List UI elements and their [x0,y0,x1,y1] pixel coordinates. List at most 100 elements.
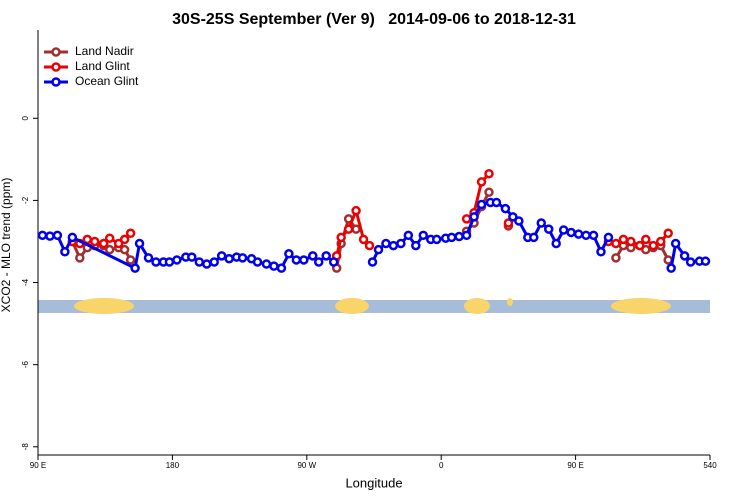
legend-marker [51,47,61,57]
point [89,236,100,247]
land-patch [335,298,369,314]
land-patch [611,298,671,314]
point [201,259,212,269]
x-axis-label: Longitude [345,475,402,490]
point [611,238,621,249]
point [670,238,681,249]
point [328,257,339,267]
point [461,214,472,224]
point [679,251,690,261]
point [104,233,115,243]
point [367,257,378,267]
y-tick-label: -8 [21,443,30,451]
point [381,238,391,249]
point [125,228,136,239]
point [134,238,145,249]
x-tick-label: 90 W [297,461,316,470]
point [164,257,175,267]
point [635,240,645,251]
point [269,261,279,271]
point [581,230,591,241]
point [130,263,140,273]
point [351,205,361,216]
point [276,263,287,273]
point [187,252,197,262]
legend-label: Land Nadir [75,44,134,58]
point [45,231,55,241]
point [484,187,494,197]
y-tick-label: -6 [21,361,30,369]
ocean-strip [38,300,710,313]
point [431,234,442,245]
chart-title: 30S-25S September (Ver 9) 2014-09-06 to … [172,11,576,28]
point [529,232,539,243]
point [543,224,554,234]
point [216,251,227,261]
x-tick-label: 0 [439,461,444,470]
y-tick-label: -4 [21,278,30,286]
point [261,259,272,269]
legend-label: Ocean Glint [75,74,139,88]
point [291,255,302,265]
point [663,255,673,265]
point [299,255,309,265]
point [491,197,502,208]
point [454,231,464,242]
point [573,229,584,239]
point [373,244,384,255]
point [403,230,414,241]
point [418,230,429,241]
point [104,244,115,255]
point [626,236,636,247]
point [237,253,248,263]
point [284,249,294,259]
point [666,263,676,273]
point [388,240,399,251]
point [358,234,369,245]
legend-marker [51,62,61,72]
point [603,232,614,243]
point [60,246,70,257]
x-tick-label: 540 [703,461,717,470]
land-patch [464,298,490,314]
point [151,257,161,267]
point [611,253,621,263]
series [37,197,711,273]
point [98,238,109,249]
point [364,240,375,251]
point [618,234,629,245]
point [313,257,324,267]
point [343,224,354,234]
point [685,257,696,267]
point [172,255,182,265]
point [648,240,659,251]
point [536,218,547,228]
point [224,253,234,264]
point [411,240,421,251]
point [308,251,318,261]
x-tick-label: 90 E [567,461,583,470]
point [508,212,518,222]
point [503,218,514,228]
point [351,224,361,234]
point [143,253,154,263]
point [113,238,124,249]
point [461,230,472,241]
point [209,257,219,267]
land-patch [74,298,134,314]
point [469,212,479,222]
point [588,230,599,241]
point [194,257,205,267]
point [252,257,263,267]
point [566,227,576,238]
y-axis-label: XCO2 - MLO trend (ppm) [0,178,13,313]
point [655,236,666,247]
point [67,232,78,243]
point [476,177,487,187]
point [52,230,63,241]
x-tick-label: 90 E [30,461,46,470]
point [119,244,130,255]
legend-label: Land Glint [75,59,130,73]
y-tick-label: 0 [21,116,30,121]
